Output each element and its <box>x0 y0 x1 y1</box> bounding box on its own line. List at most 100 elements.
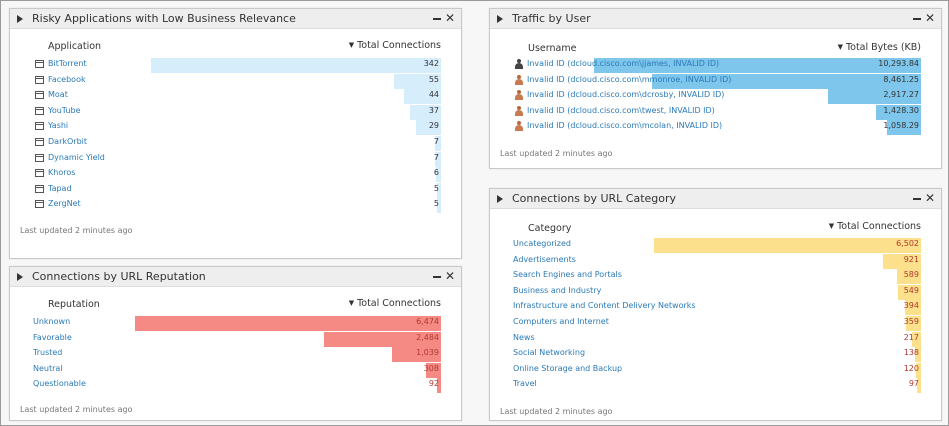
column-header-total-connections[interactable]: ▼ Total Connections <box>349 40 441 51</box>
table-row[interactable]: BitTorrent 342 <box>10 58 461 73</box>
column-header-total-connections[interactable]: ▼ Total Connections <box>829 221 921 232</box>
user-icon <box>515 59 523 69</box>
row-label-link[interactable]: Infrastructure and Content Delivery Netw… <box>513 301 696 311</box>
row-label-link[interactable]: ZergNet <box>48 199 81 209</box>
table-row[interactable]: Trusted 1,039 <box>10 347 461 363</box>
table-row[interactable]: Questionable 92 <box>10 378 461 394</box>
column-header-application[interactable]: Application <box>48 41 102 52</box>
table-row[interactable]: Infrastructure and Content Delivery Netw… <box>490 300 941 316</box>
minimize-icon[interactable] <box>433 276 441 278</box>
column-header-username[interactable]: Username <box>528 43 577 54</box>
table-row[interactable]: Invalid ID (dcloud.cisco.com\mcolan, INV… <box>490 120 941 136</box>
row-value: 359 <box>903 317 919 326</box>
row-label-link[interactable]: Questionable <box>33 379 86 389</box>
table-row[interactable]: Tapad 5 <box>10 182 461 198</box>
table-row[interactable]: Uncategorized 6,502 <box>490 238 941 253</box>
sort-desc-icon: ▼ <box>348 41 355 49</box>
table-row[interactable]: Facebook 55 <box>10 73 461 89</box>
row-label-link[interactable]: Invalid ID (dcloud.cisco.com\twest, INVA… <box>527 105 715 115</box>
minimize-icon[interactable] <box>913 18 921 20</box>
collapse-triangle-icon[interactable] <box>17 15 23 23</box>
row-label-link[interactable]: Invalid ID (dcloud.cisco.com\jjames, INV… <box>527 59 720 68</box>
table-row[interactable]: YouTube 37 <box>10 104 461 120</box>
close-icon[interactable]: ✕ <box>924 11 935 25</box>
widget-header: Connections by URL Category ✕ <box>490 189 941 209</box>
row-label-link[interactable]: Advertisements <box>513 254 576 264</box>
row-value: 5 <box>433 199 439 209</box>
row-value: 589 <box>903 270 919 280</box>
row-label-link[interactable]: Computers and Internet <box>513 317 609 326</box>
row-label-link[interactable]: Yashi <box>48 121 69 131</box>
widget-header: Traffic by User ✕ <box>490 9 941 29</box>
value-bar <box>416 120 441 136</box>
table-row[interactable]: Invalid ID (dcloud.cisco.com\dcrosby, IN… <box>490 89 941 105</box>
row-label-link[interactable]: Invalid ID (dcloud.cisco.com\mcolan, INV… <box>527 121 723 131</box>
table-row[interactable]: Online Storage and Backup 120 <box>490 362 941 378</box>
close-icon[interactable]: ✕ <box>444 269 455 283</box>
last-updated: Last updated 2 minutes ago <box>500 407 613 416</box>
table-row[interactable]: Advertisements 921 <box>490 253 941 269</box>
row-label-link[interactable]: DarkOrbit <box>48 137 88 146</box>
row-label-link[interactable]: Online Storage and Backup <box>513 363 623 373</box>
row-value: 55 <box>428 74 439 84</box>
table-row[interactable]: Yashi 29 <box>10 120 461 136</box>
column-header-total-connections[interactable]: ▼ Total Connections <box>349 298 441 309</box>
table-row[interactable]: Invalid ID (dcloud.cisco.com\mmonroe, IN… <box>490 73 941 89</box>
table-row[interactable]: Computers and Internet 359 <box>490 316 941 331</box>
table-row[interactable]: ZergNet 5 <box>10 198 461 214</box>
minimize-icon[interactable] <box>913 198 921 200</box>
value-bar <box>435 151 441 167</box>
row-label-link[interactable]: Dynamic Yield <box>48 152 105 162</box>
table-row[interactable]: Unknown 6,474 <box>10 316 461 331</box>
row-label-link[interactable]: Moat <box>48 90 68 100</box>
row-label-link[interactable]: YouTube <box>48 105 81 115</box>
last-updated: Last updated 2 minutes ago <box>500 149 613 158</box>
row-value: 120 <box>903 363 919 373</box>
value-bar <box>917 378 921 394</box>
group-user-icon <box>515 121 523 132</box>
table-row[interactable]: Moat 44 <box>10 89 461 105</box>
table-row[interactable]: Business and Industry 549 <box>490 284 941 300</box>
row-label-link[interactable]: Facebook <box>48 74 86 84</box>
widget-header: Risky Applications with Low Business Rel… <box>10 9 461 29</box>
table-row[interactable]: DarkOrbit 7 <box>10 136 461 151</box>
collapse-triangle-icon[interactable] <box>497 15 503 23</box>
column-header-reputation[interactable]: Reputation <box>48 299 100 310</box>
table-row[interactable]: Invalid ID (dcloud.cisco.com\twest, INVA… <box>490 104 941 120</box>
row-label-link[interactable]: Unknown <box>33 317 71 326</box>
row-label-link[interactable]: Social Networking <box>513 348 586 358</box>
table-row[interactable]: Neutral 308 <box>10 362 461 378</box>
close-icon[interactable]: ✕ <box>444 11 455 25</box>
minimize-icon[interactable] <box>433 18 441 20</box>
value-bar <box>652 73 921 89</box>
row-label-link[interactable]: Khoros <box>48 168 76 178</box>
row-label-link[interactable]: Travel <box>513 379 537 389</box>
row-label-link[interactable]: Invalid ID (dcloud.cisco.com\dcrosby, IN… <box>527 90 725 100</box>
table-row[interactable]: News 217 <box>490 331 941 347</box>
row-label-link[interactable]: Neutral <box>33 363 63 373</box>
collapse-triangle-icon[interactable] <box>17 273 23 281</box>
row-label-link[interactable]: Uncategorized <box>513 239 571 248</box>
value-bar <box>323 331 441 347</box>
column-header-label: Total Connections <box>837 221 921 232</box>
collapse-triangle-icon[interactable] <box>497 195 503 203</box>
table-row[interactable]: Travel 97 <box>490 378 941 394</box>
close-icon[interactable]: ✕ <box>924 191 935 205</box>
row-label-link[interactable]: BitTorrent <box>48 59 87 68</box>
table-row[interactable]: Favorable 2,484 <box>10 331 461 347</box>
row-label-link[interactable]: Search Engines and Portals <box>513 270 622 280</box>
row-label-link[interactable]: Favorable <box>33 332 72 342</box>
row-label-link[interactable]: Tapad <box>48 183 72 193</box>
table-row[interactable]: Khoros 6 <box>10 167 461 183</box>
table-row[interactable]: Invalid ID (dcloud.cisco.com\jjames, INV… <box>490 58 941 73</box>
row-label-link[interactable]: Invalid ID (dcloud.cisco.com\mmonroe, IN… <box>527 74 732 84</box>
column-header-total-bytes[interactable]: ▼ Total Bytes (KB) <box>838 42 921 53</box>
value-bar <box>906 316 921 331</box>
table-row[interactable]: Social Networking 138 <box>490 347 941 363</box>
row-label-link[interactable]: News <box>513 332 535 342</box>
table-row[interactable]: Search Engines and Portals 589 <box>490 269 941 285</box>
row-label-link[interactable]: Business and Industry <box>513 285 602 295</box>
column-header-category[interactable]: Category <box>528 223 572 234</box>
row-label-link[interactable]: Trusted <box>33 348 63 358</box>
table-row[interactable]: Dynamic Yield 7 <box>10 151 461 167</box>
